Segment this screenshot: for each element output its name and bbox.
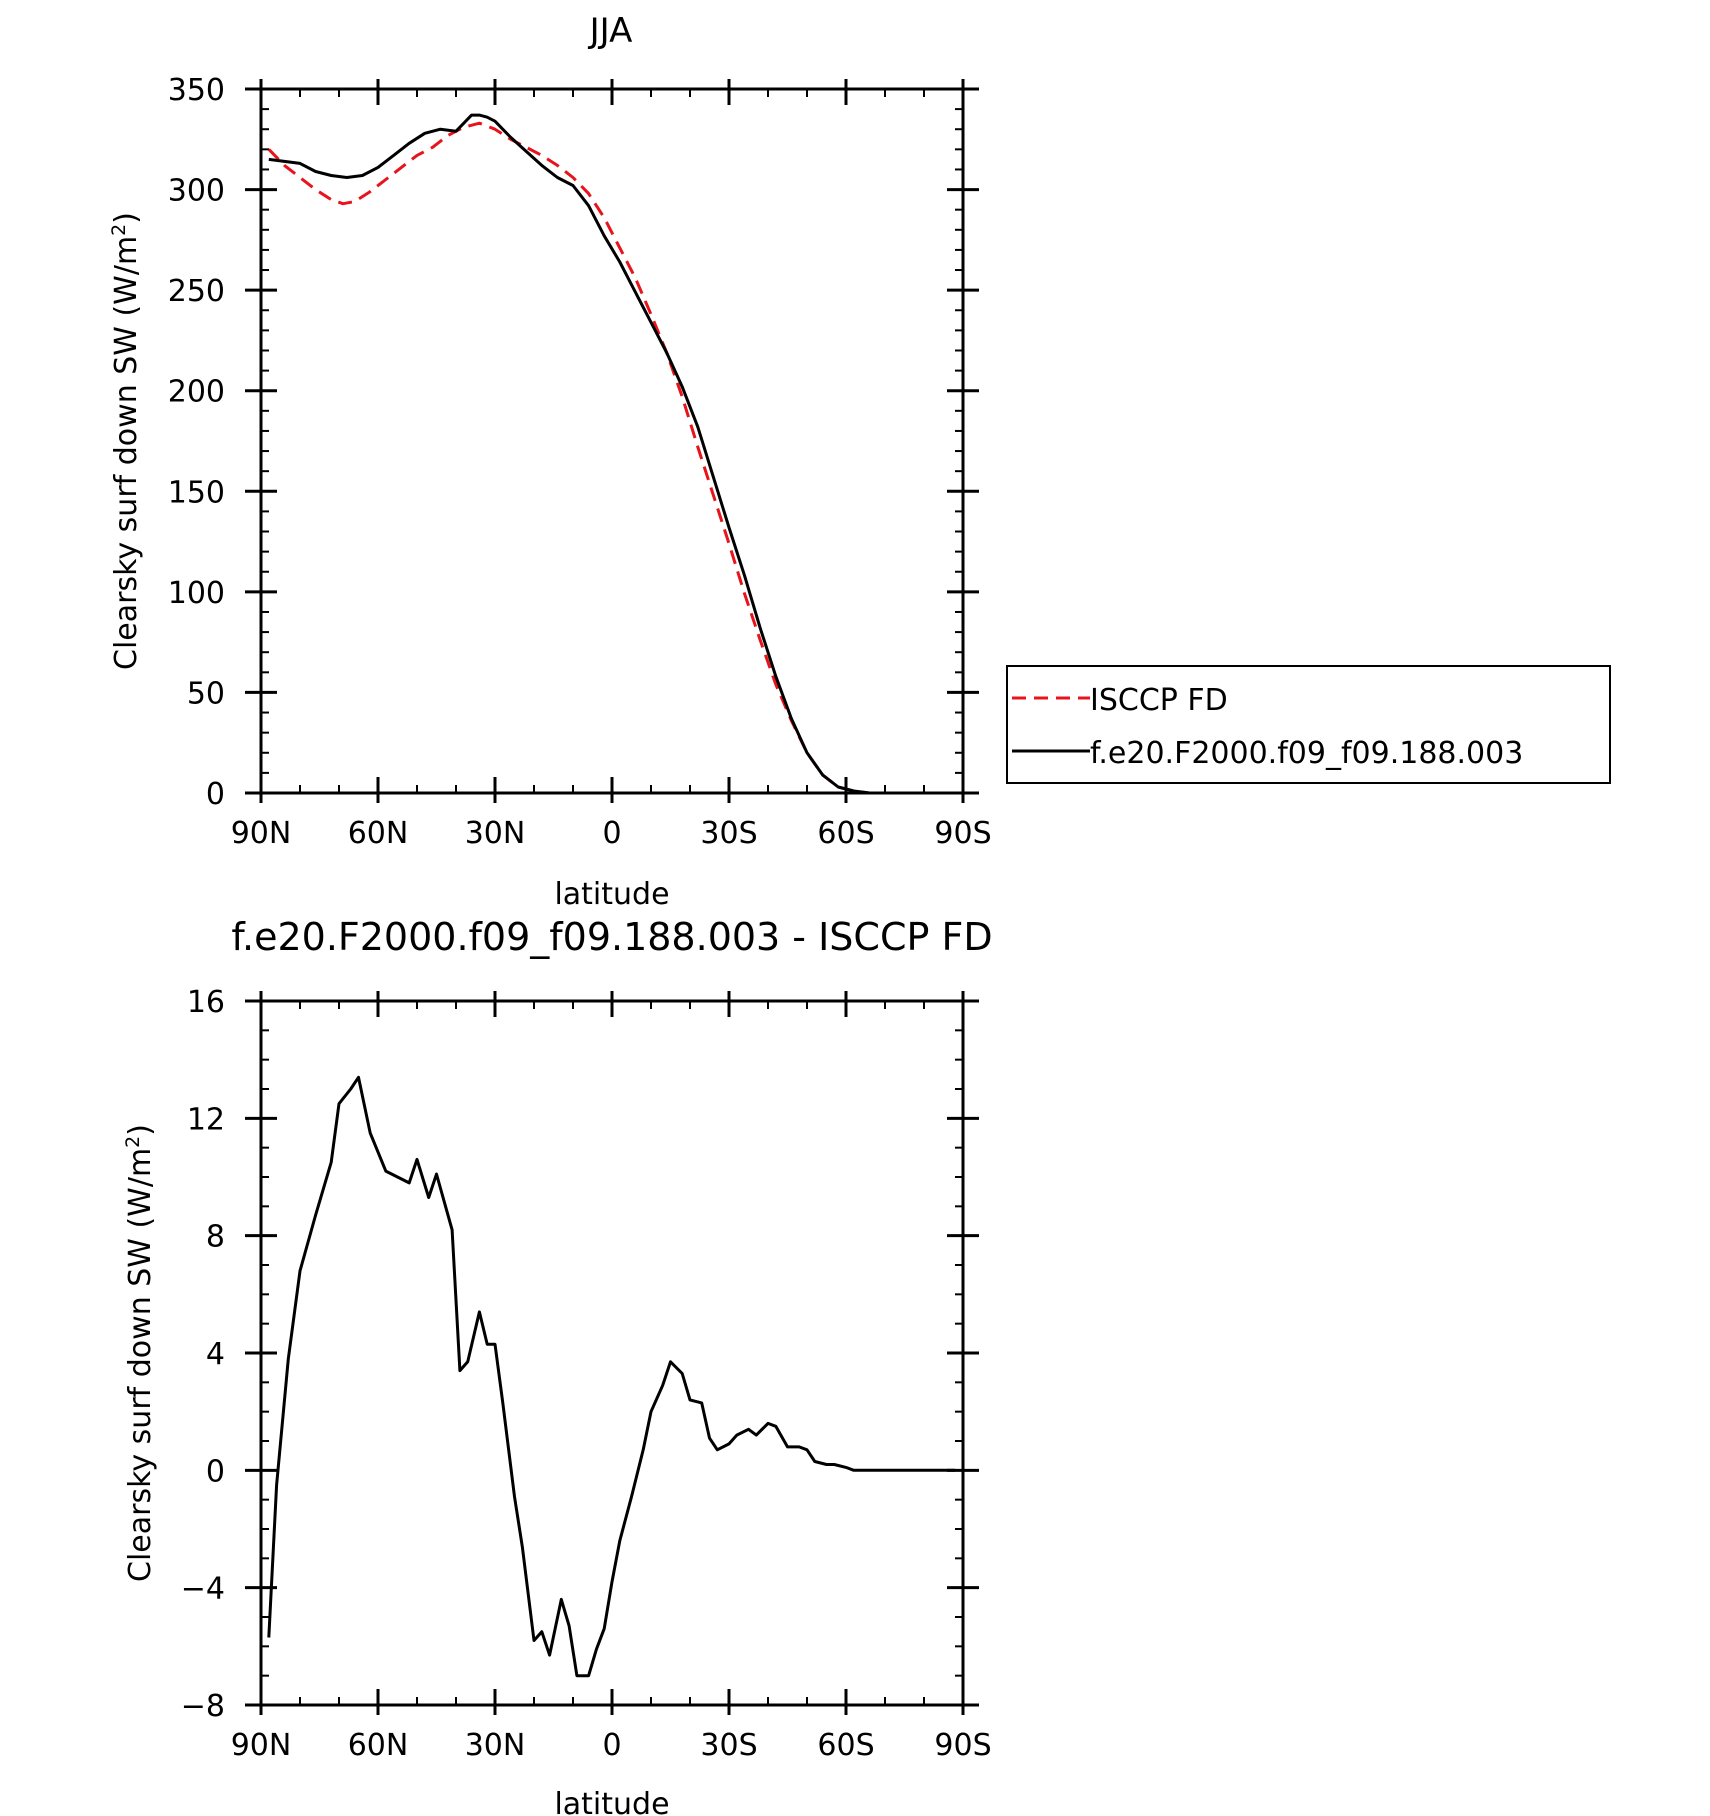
legend: ISCCP FD f.e20.F2000.f09_f09.188.003	[1006, 665, 1611, 784]
top-panel-title: JJA	[588, 11, 633, 51]
bottom-plot-frame	[259, 999, 965, 1707]
top-x-tick-label: 60S	[817, 816, 874, 851]
bottom-y-tick-label: 8	[206, 1220, 225, 1255]
top-y-tick-label: 150	[168, 475, 225, 510]
top-series	[267, 113, 948, 795]
top-y-tick-label: 250	[168, 274, 225, 309]
legend-box	[1006, 665, 1611, 784]
top-y-tick-label: 200	[168, 375, 225, 410]
top-y-tick-label: 100	[168, 576, 225, 611]
top-tick-labels: 90N 60N 30N 0 30S 60S 90S 0 50 100 150 200 250 300 350	[168, 73, 992, 851]
top-panel: JJA 90N 60N 30N 0 30S 60S 90S 0 50 100 150 200 250 30…	[108, 11, 992, 912]
top-y-tick-label: 350	[168, 73, 225, 108]
bottom-y-tick-label: −8	[181, 1689, 225, 1724]
top-series-line-0	[267, 121, 948, 795]
top-y-tick-label: 0	[206, 777, 225, 812]
top-x-tick-label: 90S	[934, 816, 991, 851]
bottom-x-tick-label: 60S	[817, 1728, 874, 1763]
bottom-y-tick-label: 0	[206, 1454, 225, 1489]
top-x-axis-label: latitude	[554, 877, 669, 912]
top-x-tick-label: 30S	[700, 816, 757, 851]
bottom-panel: f.e20.F2000.f09_f09.188.003 - ISCCP FD 9…	[122, 915, 993, 1816]
top-series-line-1	[268, 113, 948, 795]
top-x-tick-label: 90N	[231, 816, 292, 851]
top-x-tick-label: 30N	[465, 816, 526, 851]
top-ticks	[245, 79, 979, 803]
bottom-y-tick-label: 16	[187, 985, 225, 1020]
bottom-x-tick-label: 0	[602, 1728, 621, 1763]
top-x-tick-label: 60N	[348, 816, 409, 851]
bottom-x-tick-label: 90S	[934, 1728, 991, 1763]
bottom-x-tick-label: 30N	[465, 1728, 526, 1763]
bottom-x-tick-label: 90N	[231, 1728, 292, 1763]
legend-label-model: f.e20.F2000.f09_f09.188.003	[1090, 736, 1523, 771]
top-y-tick-label: 300	[168, 174, 225, 209]
bottom-ticks	[245, 991, 979, 1715]
bottom-x-axis-label: latitude	[554, 1787, 669, 1816]
bottom-tick-labels: 90N 60N 30N 0 30S 60S 90S −8 −4 0 4 8 12 16	[181, 985, 992, 1763]
legend-label-isccp: ISCCP FD	[1090, 683, 1228, 718]
bottom-series	[267, 1075, 956, 1678]
top-y-tick-label: 50	[187, 676, 225, 711]
bottom-y-tick-label: 4	[206, 1337, 225, 1372]
bottom-y-axis-label: Clearsky surf down SW (W/m2)	[122, 1124, 158, 1582]
bottom-y-tick-label: 12	[187, 1102, 225, 1137]
top-plot-frame	[259, 87, 965, 795]
bottom-series-line-0	[267, 1075, 956, 1678]
bottom-x-tick-label: 30S	[700, 1728, 757, 1763]
bottom-panel-title: f.e20.F2000.f09_f09.188.003 - ISCCP FD	[231, 915, 992, 959]
top-y-axis-label: Clearsky surf down SW (W/m2)	[108, 212, 144, 670]
top-x-tick-label: 0	[602, 816, 621, 851]
bottom-y-tick-label: −4	[181, 1572, 225, 1607]
bottom-x-tick-label: 60N	[348, 1728, 409, 1763]
